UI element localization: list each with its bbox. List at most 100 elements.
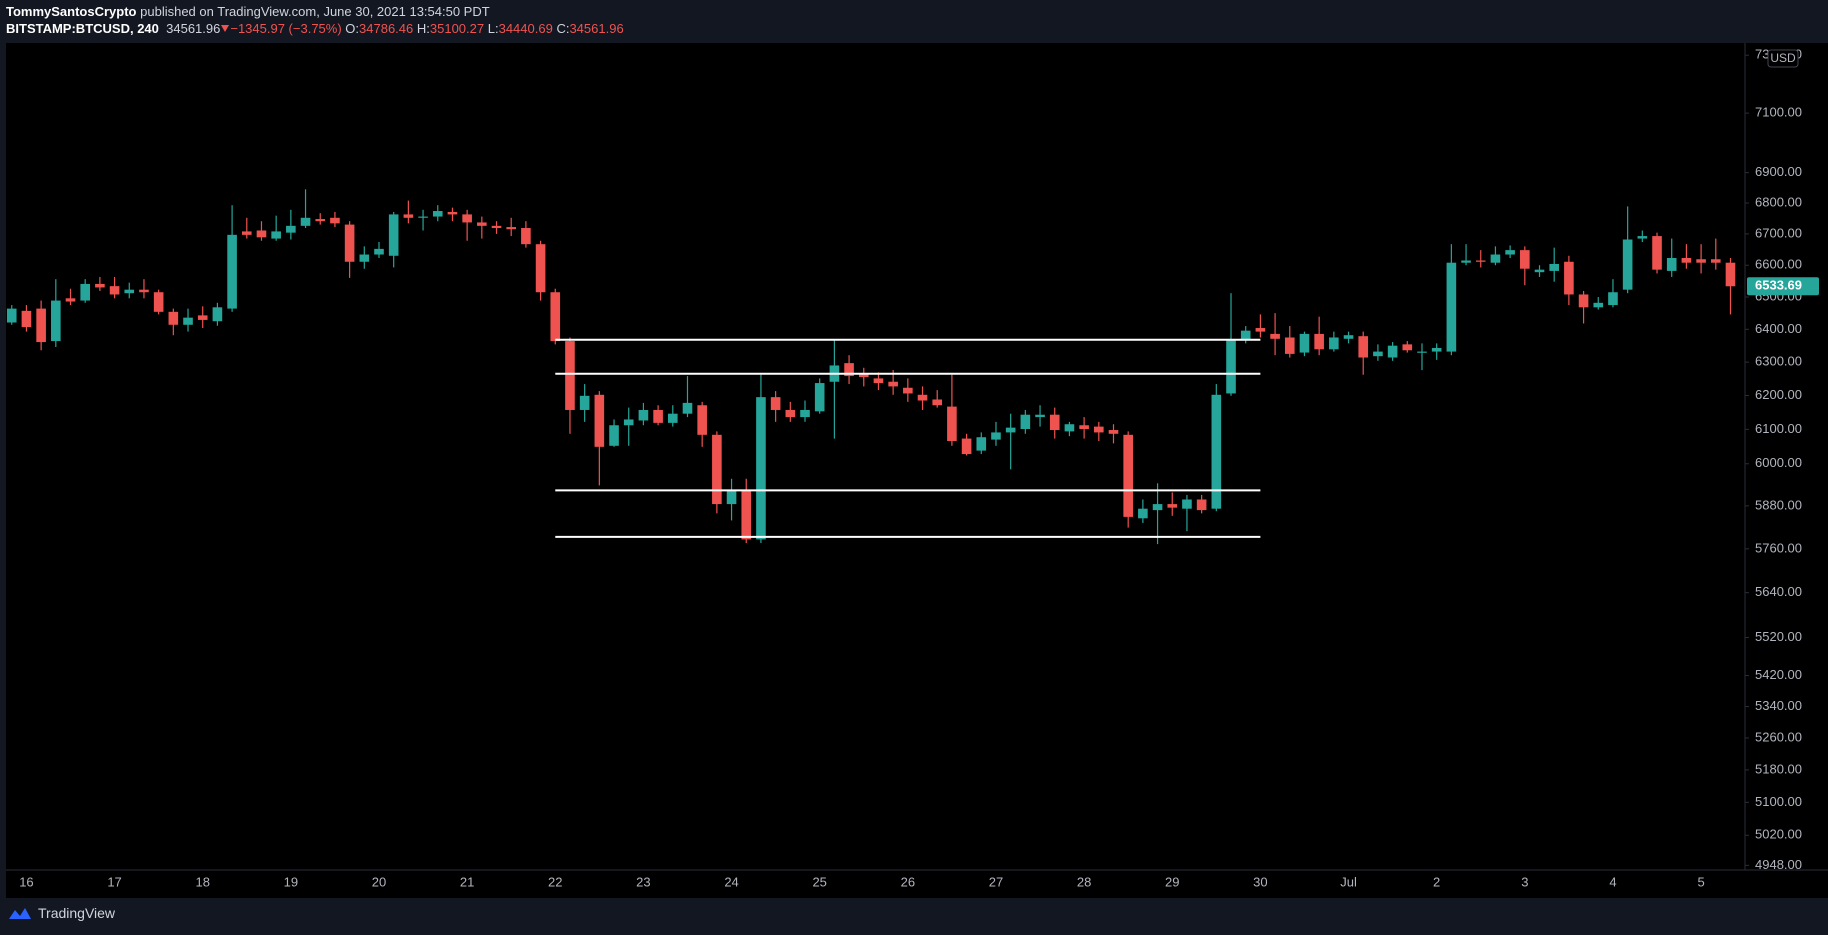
x-tick-label: 3 [1521, 874, 1528, 889]
header-line-1: TommySantosCrypto published on TradingVi… [6, 3, 624, 20]
candle-body [814, 383, 825, 412]
candle-body [1520, 250, 1530, 269]
x-tick-label: 20 [372, 874, 386, 889]
down-arrow [221, 25, 230, 32]
candle-body [212, 307, 223, 322]
candle-body [51, 300, 61, 342]
x-tick-label: 24 [724, 874, 738, 889]
candle-body [1578, 294, 1589, 308]
candle-body [168, 311, 179, 325]
candle-body [1270, 333, 1280, 339]
candle-body [183, 317, 193, 325]
ohlc-h: 35100.27 [429, 21, 485, 36]
candle-body [153, 292, 164, 312]
candle-body [770, 397, 781, 410]
x-tick-label: 29 [1165, 874, 1179, 889]
candle-body [1226, 339, 1236, 394]
symbol: BITSTAMP:BTCUSD, 240 [6, 21, 159, 36]
candle-body [1079, 425, 1089, 430]
y-tick-label: 6100.00 [1755, 421, 1802, 436]
x-tick-label: 17 [107, 874, 121, 889]
candle-body [1284, 337, 1295, 354]
candle-body [1490, 254, 1501, 263]
x-tick-label: 25 [812, 874, 826, 889]
candle-body [139, 289, 149, 293]
header: TommySantosCrypto published on TradingVi… [6, 3, 624, 37]
header-line-2: BITSTAMP:BTCUSD, 240 34561.96 −1345.97 (−… [6, 20, 624, 37]
candle-body [315, 219, 326, 222]
candle-body [1622, 239, 1633, 290]
published: published on TradingView.com, June 30, 2… [140, 4, 490, 19]
candle-body [741, 490, 752, 540]
x-tick-label: 22 [548, 874, 562, 889]
candle-body [844, 363, 854, 377]
candle-body [1123, 434, 1133, 517]
candle-body [976, 437, 987, 451]
candle-body [1138, 508, 1148, 519]
y-tick-label: 5020.00 [1755, 827, 1802, 842]
last-price-badge [1747, 277, 1819, 296]
candle-body [1696, 259, 1706, 263]
y-tick-label: 5760.00 [1755, 540, 1802, 555]
y-tick-label: 6600.00 [1755, 257, 1802, 272]
ohlc-h-label: H: [416, 21, 430, 36]
ohlc-c: 34561.96 [569, 21, 624, 36]
candle-body [462, 214, 472, 223]
x-tick-label: 27 [989, 874, 1003, 889]
candle-body [1402, 344, 1413, 351]
candle-body [330, 217, 340, 224]
author: TommySantosCrypto [6, 4, 137, 19]
candle-body [1182, 499, 1192, 509]
candle-body [21, 310, 32, 328]
y-tick-label: 6300.00 [1755, 354, 1802, 369]
candle-body [1652, 236, 1662, 270]
y-tick-label: 5100.00 [1755, 794, 1802, 809]
candle-body [565, 341, 575, 410]
candle-body [609, 425, 619, 446]
candle-body [506, 227, 517, 230]
candle-body [1710, 259, 1721, 263]
ohlc-l-label: L: [487, 21, 499, 36]
candle-body [197, 315, 208, 320]
candle-body [521, 228, 531, 245]
candle-body [491, 225, 502, 229]
candle-body [256, 230, 267, 238]
x-tick-label: 16 [19, 874, 33, 889]
candle-body [535, 244, 546, 293]
candle-body [1196, 499, 1207, 511]
last-price-label: 6533.69 [1755, 278, 1802, 293]
candle-body [300, 217, 311, 226]
candle-body [594, 394, 605, 447]
candle-body [1593, 302, 1604, 308]
candle-body [947, 406, 957, 441]
y-tick-label: 6400.00 [1755, 321, 1802, 336]
candle-body [682, 402, 693, 414]
candle-body [65, 298, 76, 302]
candle-body [374, 248, 384, 255]
candle-body [1152, 504, 1163, 511]
candle-body [80, 283, 90, 301]
candle-body [36, 308, 46, 343]
candle-body [1020, 414, 1031, 430]
candle-body [1475, 260, 1486, 262]
x-tick-label: 23 [636, 874, 650, 889]
candle-body [1108, 430, 1119, 434]
ohlc-l: 34440.69 [498, 21, 553, 36]
candle-body [932, 399, 943, 406]
footer: TradingView [8, 905, 115, 921]
candle-body [1505, 250, 1515, 255]
candle-body [550, 292, 561, 342]
last-price: 34561.96 [166, 21, 221, 36]
candle-body [432, 211, 443, 217]
candle-body [403, 214, 414, 218]
y-tick-label: 7100.00 [1755, 105, 1802, 120]
y-tick-label: 5880.00 [1755, 497, 1802, 512]
candle-body [1446, 262, 1457, 352]
x-tick-label: 18 [195, 874, 209, 889]
y-tick-label: 5520.00 [1755, 629, 1802, 644]
x-tick-label: 19 [284, 874, 298, 889]
candle-body [1387, 345, 1398, 358]
candle-body [6, 308, 17, 323]
y-tick-label: 5260.00 [1755, 729, 1802, 744]
